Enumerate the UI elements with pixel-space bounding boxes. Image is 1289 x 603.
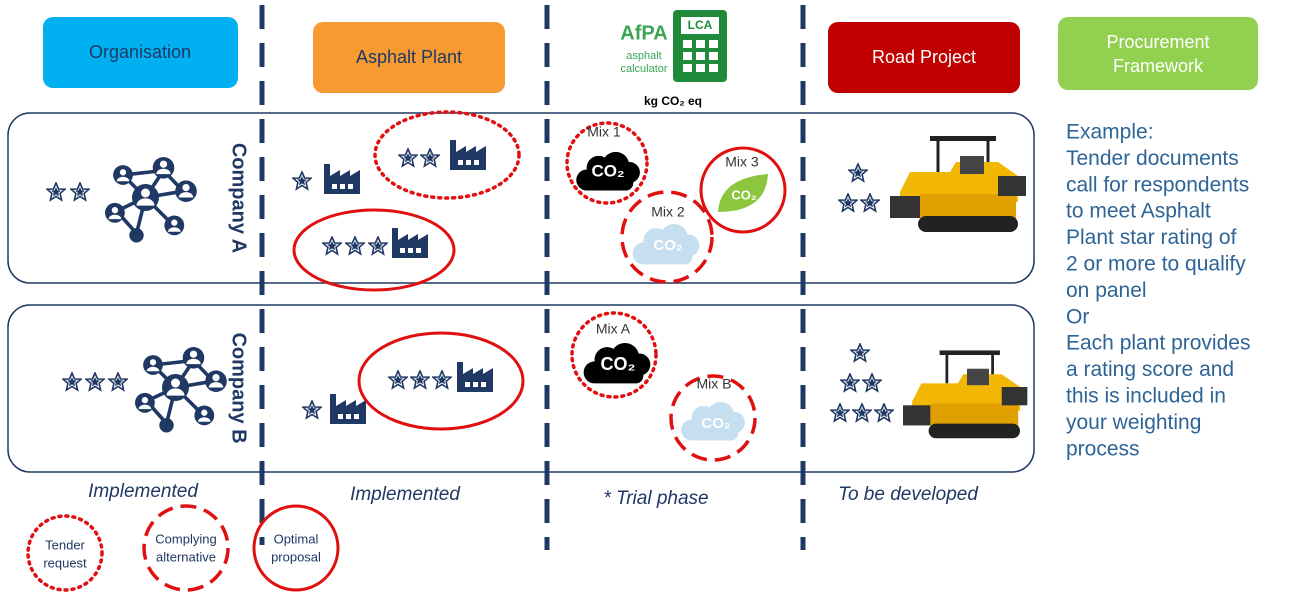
example-line: Tender documents xyxy=(1066,147,1239,170)
network-icon xyxy=(105,157,197,243)
legend-label: proposal xyxy=(271,549,321,564)
network-icon xyxy=(135,347,227,433)
example-line: on panel xyxy=(1066,279,1147,302)
star-rating xyxy=(839,164,879,211)
factory-icon xyxy=(450,140,486,170)
star-rating xyxy=(47,183,89,200)
star-rating xyxy=(399,149,439,166)
status-label: To be developed xyxy=(838,484,979,505)
tender-request-marker xyxy=(375,112,519,198)
example-line: to meet Asphalt xyxy=(1066,200,1211,223)
legend-label: Tender xyxy=(45,537,85,552)
example-line: Each plant provides xyxy=(1066,332,1250,355)
co2-label: CO₂ xyxy=(591,161,624,180)
diagram: Organisation Asphalt Plant Road Project … xyxy=(0,0,1289,603)
example-line: your weighting xyxy=(1066,411,1201,434)
legend-marker xyxy=(144,506,228,590)
factory-icon xyxy=(330,394,366,424)
mix-label: Mix A xyxy=(596,321,631,337)
example-line: Plant star rating of xyxy=(1066,226,1237,249)
legend-label: alternative xyxy=(156,549,216,564)
header-box xyxy=(1058,17,1258,90)
example-line: Or xyxy=(1066,305,1089,328)
calculator-keys xyxy=(683,40,718,72)
mix-label: Mix B xyxy=(697,376,732,392)
status-label: Implemented xyxy=(88,481,199,502)
header-label: Organisation xyxy=(89,42,191,62)
example-line: this is included in xyxy=(1066,385,1226,408)
company-label: Company A xyxy=(228,143,250,253)
logo-text: calculator xyxy=(620,63,667,75)
status-label: Implemented xyxy=(350,484,461,505)
company-row xyxy=(8,113,1034,283)
company-label: Company B xyxy=(228,332,250,443)
co2-label: CO₂ xyxy=(731,187,757,202)
example-line: Example: xyxy=(1066,121,1154,144)
header-label: Framework xyxy=(1113,56,1204,76)
star-rating xyxy=(63,373,127,390)
example-line: 2 or more to qualify xyxy=(1066,253,1246,276)
header-label: Procurement xyxy=(1106,32,1209,52)
factory-icon xyxy=(457,362,493,392)
mix-label: Mix 2 xyxy=(651,204,685,220)
legend-label: request xyxy=(43,555,87,570)
unit-label: kg CO₂ eq xyxy=(644,94,702,108)
mix-label: Mix 3 xyxy=(725,154,759,170)
status-label: * Trial phase xyxy=(603,488,708,509)
legend-marker xyxy=(254,506,338,590)
paver-image xyxy=(890,136,1026,232)
legend-label: Complying xyxy=(155,531,216,546)
example-line: process xyxy=(1066,437,1140,460)
example-line: a rating score and xyxy=(1066,358,1234,381)
star-rating xyxy=(831,344,893,421)
logo-text: asphalt xyxy=(626,50,661,62)
star-rating xyxy=(293,172,311,189)
calculator-badge: LCA xyxy=(688,18,713,32)
legend-label: Optimal xyxy=(274,531,319,546)
star-rating xyxy=(303,401,321,418)
example-text: Example: Tender documents call for respond… xyxy=(1066,121,1250,461)
paver-image xyxy=(903,350,1027,438)
header-label: Asphalt Plant xyxy=(356,47,462,67)
star-rating xyxy=(389,371,451,388)
legend-marker xyxy=(28,516,102,590)
co2-label: CO₂ xyxy=(601,354,636,374)
header-label: Road Project xyxy=(872,47,976,67)
factory-icon xyxy=(392,228,428,258)
co2-label: CO₂ xyxy=(701,415,730,432)
logo-text: AfPA xyxy=(620,22,667,44)
factory-icon xyxy=(324,164,360,194)
co2-label: CO₂ xyxy=(653,237,682,254)
star-rating xyxy=(323,237,387,254)
mix-label: Mix 1 xyxy=(587,124,621,140)
example-line: call for respondents xyxy=(1066,173,1249,196)
